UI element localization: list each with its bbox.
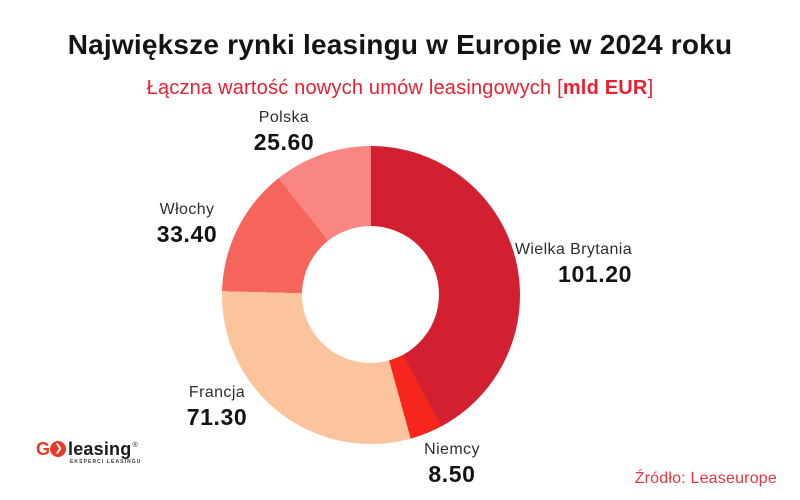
go-leasing-logo: G ❯ leasing ® EKSPERCI LEASINGU — [36, 439, 142, 466]
logo-letter-g: G — [36, 438, 51, 459]
segment-label-wlochy: Włochy 33.40 — [157, 200, 218, 248]
segment-value: 71.30 — [186, 404, 248, 430]
segment-label-polska: Polska 25.60 — [254, 108, 315, 156]
segment-value: 101.20 — [558, 261, 632, 287]
segment-label-niemcy: Niemcy 8.50 — [424, 440, 480, 488]
segment-name: Francja — [188, 384, 246, 401]
logo-wordmark: leasing — [68, 438, 132, 459]
segment-value: 33.40 — [156, 221, 218, 247]
subtitle-bracket-close: ] — [647, 77, 654, 99]
segment-value: 8.50 — [428, 461, 476, 487]
segment-label-francja: Francja 71.30 — [187, 383, 248, 431]
chevron-right-icon: ❯ — [54, 443, 63, 454]
segment-name: Polska — [258, 109, 310, 126]
source-credit: Źródło: Leaseurope — [634, 470, 777, 487]
subtitle-bracket-open: [ — [557, 77, 563, 99]
segment-label-wielka-brytania: Wielka Brytania 101.20 — [515, 240, 632, 288]
subtitle-unit: mld EUR — [562, 77, 648, 99]
logo-chevron-circle-icon: ❯ — [50, 441, 67, 457]
segment-name: Wielka Brytania — [514, 241, 632, 258]
registered-trademark-icon: ® — [132, 441, 138, 449]
page-subtitle: Łączna wartość nowych umów leasingowych … — [0, 77, 800, 100]
donut-hole — [302, 226, 439, 363]
segment-name: Niemcy — [424, 441, 480, 458]
segment-name: Włochy — [159, 201, 215, 218]
donut-chart — [222, 146, 520, 444]
subtitle-text: Łączna wartość nowych umów leasingowych — [146, 77, 558, 99]
logo-tagline: EKSPERCI LEASINGU — [70, 459, 142, 465]
page-title: Największe rynki leasingu w Europie w 20… — [67, 29, 733, 60]
segment-value: 25.60 — [253, 129, 315, 155]
logo-row: G ❯ leasing ® — [36, 439, 142, 459]
